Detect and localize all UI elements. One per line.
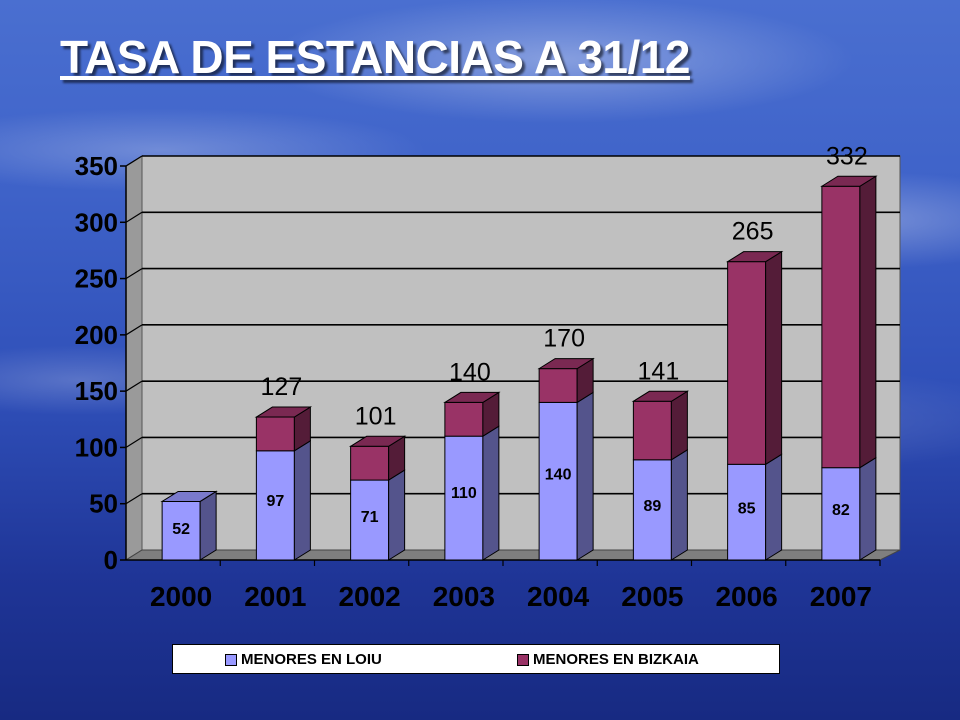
y-tick-label: 250 xyxy=(75,264,118,294)
bar-top-2006 xyxy=(725,251,784,263)
x-tick-label-2003: 2003 xyxy=(433,581,495,612)
bar-side-2006 xyxy=(765,453,783,561)
bar-side-2004 xyxy=(576,391,594,561)
bar-bizkaia-2007 xyxy=(821,185,861,469)
x-tick-label-2004: 2004 xyxy=(527,581,590,612)
bar-top-2005 xyxy=(631,390,690,402)
bar-side-2002 xyxy=(388,469,406,561)
legend-swatch-loiu xyxy=(225,653,237,666)
bar-side-2000 xyxy=(199,490,217,561)
x-tick-label-2007: 2007 xyxy=(810,581,872,612)
y-tick-label: 300 xyxy=(75,207,118,237)
bar-bizkaia-2006 xyxy=(727,261,767,465)
legend-item-loiu: MENORES EN LOIU xyxy=(225,651,382,668)
bar-bizkaia-2001 xyxy=(255,416,295,452)
y-tick-label: 350 xyxy=(75,151,118,181)
bar-side-2006 xyxy=(765,250,783,466)
bar-loiu-2003 xyxy=(444,435,484,561)
y-tick-label: 200 xyxy=(75,320,118,350)
bar-total-label-2005: 141 xyxy=(638,357,680,385)
bar-loiu-2005 xyxy=(632,459,672,561)
bar-label-loiu-2002: 71 xyxy=(361,509,379,526)
bar-side-2005 xyxy=(670,390,688,461)
bar-label-loiu-2003: 110 xyxy=(451,485,477,502)
chart-plot-area xyxy=(141,155,901,551)
legend-item-bizkaia: MENORES EN BIZKAIA xyxy=(517,651,699,668)
x-tick-label-2001: 2001 xyxy=(244,581,306,612)
bar-top-2004 xyxy=(537,358,595,370)
bar-label-loiu-2005: 89 xyxy=(643,498,661,515)
bar-side-2005 xyxy=(670,448,688,561)
bar-total-label-2003: 140 xyxy=(449,358,491,386)
bar-label-loiu-2006: 85 xyxy=(738,500,756,517)
bar-top-2002 xyxy=(348,435,407,447)
legend-swatch-bizkaia xyxy=(517,653,529,666)
chart-floor xyxy=(124,549,901,561)
legend-label-bizkaia: MENORES EN BIZKAIA xyxy=(533,651,699,668)
legend-label-loiu: MENORES EN LOIU xyxy=(241,651,382,668)
gridline-wall xyxy=(125,436,143,448)
y-tick-label: 150 xyxy=(75,376,118,406)
bar-label-loiu-2000: 52 xyxy=(172,521,190,538)
y-tick-label: 50 xyxy=(89,489,118,519)
bar-total-label-2006: 265 xyxy=(732,218,774,246)
bar-label-loiu-2001: 97 xyxy=(266,493,284,510)
gridline-wall xyxy=(125,268,143,280)
bar-bizkaia-2004 xyxy=(538,368,578,403)
bar-side-2003 xyxy=(482,425,500,561)
bar-label-loiu-2004: 140 xyxy=(545,466,572,483)
bar-total-label-2004: 170 xyxy=(543,325,585,353)
bar-top-2000 xyxy=(160,490,218,502)
bar-loiu-2001 xyxy=(255,450,295,561)
bar-bizkaia-2002 xyxy=(350,445,390,481)
bar-side-2001 xyxy=(293,439,311,561)
gridline-wall xyxy=(125,493,143,505)
bar-total-label-2001: 127 xyxy=(261,373,303,401)
gridline-wall xyxy=(125,380,143,392)
gridline-wall xyxy=(125,324,143,336)
x-tick-label-2000: 2000 xyxy=(150,581,212,612)
y-tick-label: 100 xyxy=(75,432,118,462)
bar-side-2007 xyxy=(859,456,877,561)
bar-label-loiu-2007: 82 xyxy=(832,502,850,519)
bar-top-2001 xyxy=(254,406,313,418)
gridline-wall xyxy=(125,155,143,167)
bar-loiu-2004 xyxy=(538,401,578,561)
bar-top-2007 xyxy=(820,175,878,187)
bar-total-label-2007: 332 xyxy=(826,142,868,170)
chart-legend: MENORES EN LOIU MENORES EN BIZKAIA xyxy=(172,644,780,674)
bar-bizkaia-2005 xyxy=(632,400,672,461)
bar-bizkaia-2003 xyxy=(444,401,484,437)
x-tick-label-2005: 2005 xyxy=(621,581,683,612)
bar-top-2003 xyxy=(443,391,501,403)
bar-total-label-2002: 101 xyxy=(355,402,397,430)
x-tick-label-2002: 2002 xyxy=(338,581,400,612)
bar-loiu-2002 xyxy=(350,479,390,561)
x-tick-label-2006: 2006 xyxy=(715,581,777,612)
slide-title: TASA DE ESTANCIAS A 31/12 xyxy=(60,31,690,83)
y-tick-label: 0 xyxy=(104,545,118,575)
bar-side-2007 xyxy=(859,175,877,469)
gridline-wall xyxy=(125,211,143,223)
